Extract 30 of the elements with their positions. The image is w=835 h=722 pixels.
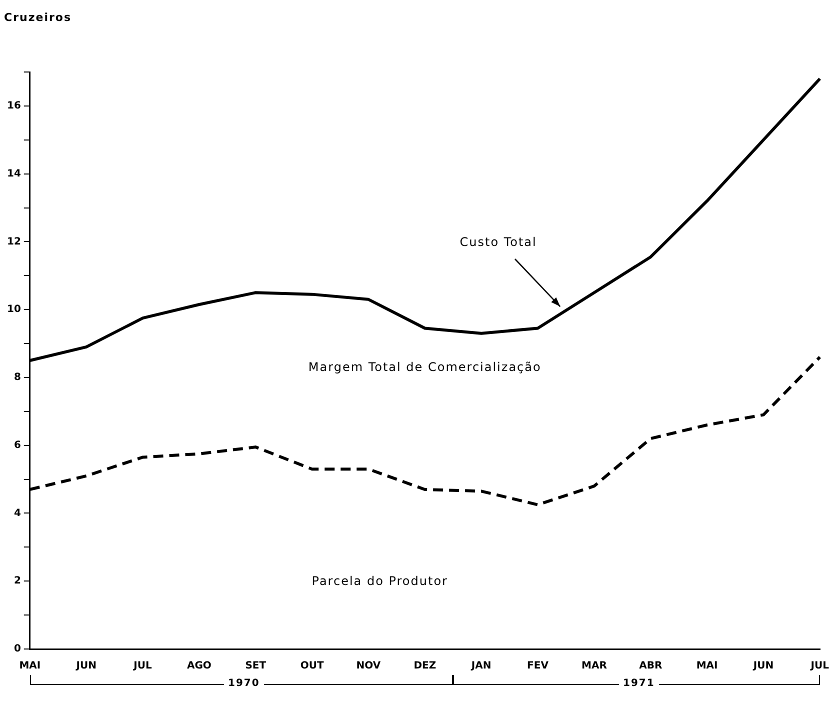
y-tick-label: 10 — [6, 304, 21, 316]
x-tick-label: JAN — [470, 660, 492, 672]
y-tick-label: 0 — [14, 644, 21, 655]
y-tick-label: 12 — [6, 236, 21, 248]
x-tick-label: JUN — [752, 660, 774, 672]
x-tick-label: SET — [245, 660, 266, 672]
y-tick-label: 14 — [6, 168, 21, 180]
x-tick-label: MAI — [696, 660, 718, 672]
x-tick-label: OUT — [300, 660, 324, 672]
x-tick-label: MAR — [581, 660, 608, 672]
y-tick-label: 2 — [14, 576, 21, 587]
y-tick-label: 4 — [14, 508, 21, 519]
annotation: Parcela do Produtor — [312, 574, 448, 588]
x-tick-label: DEZ — [414, 660, 436, 672]
y-axis-title: Cruzeiros — [4, 11, 72, 24]
x-tick-label: JUL — [132, 660, 152, 672]
y-tick-label: 16 — [6, 100, 21, 112]
text: 1970 — [224, 678, 264, 689]
x-tick-label: JUL — [810, 660, 830, 672]
x-tick-label: AGO — [186, 660, 212, 672]
y-tick-label: 6 — [14, 440, 21, 451]
x-tick-label: FEV — [527, 660, 549, 672]
x-tick-label: NOV — [356, 660, 381, 672]
annotation: Custo Total — [460, 234, 537, 249]
x-tick-label: MAI — [19, 660, 41, 672]
x-tick-label: JUN — [75, 660, 96, 672]
text: 1971 — [619, 678, 659, 689]
y-tick-label: 8 — [14, 372, 21, 384]
x-tick-label: ABR — [639, 660, 662, 672]
annotation: Margem Total de Comercialização — [308, 360, 542, 374]
